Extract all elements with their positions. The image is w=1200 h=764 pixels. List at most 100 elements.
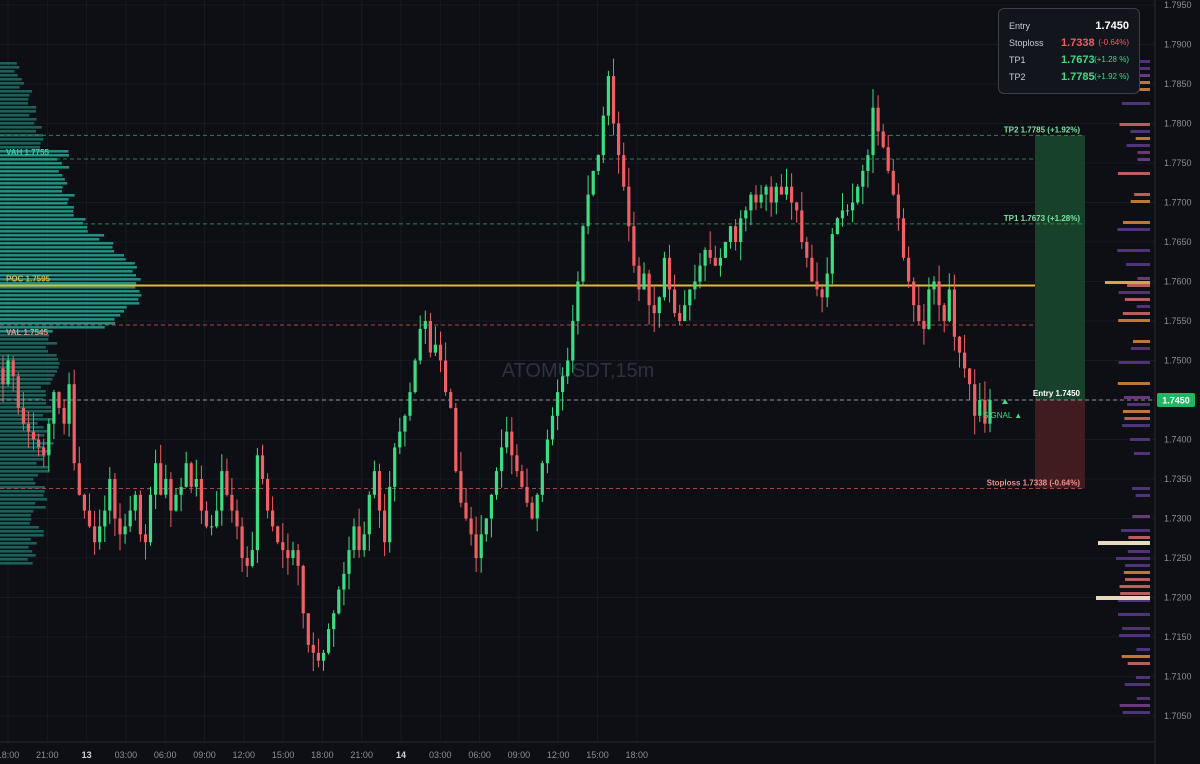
candle-body bbox=[494, 471, 499, 495]
right-profile-bar bbox=[1134, 452, 1150, 455]
right-profile-bar bbox=[1119, 634, 1150, 637]
volume-profile-bar bbox=[0, 518, 32, 521]
candle-body bbox=[388, 486, 392, 543]
volume-profile-bar bbox=[0, 82, 25, 85]
candle-body bbox=[93, 526, 97, 543]
right-profile-bar bbox=[1122, 312, 1150, 315]
volume-profile-bar bbox=[0, 210, 74, 213]
candle-body bbox=[749, 194, 753, 211]
info-stoploss-value: 1.7338 bbox=[1061, 37, 1095, 49]
volume-profile-bar bbox=[0, 562, 33, 565]
volume-profile-bar bbox=[0, 542, 37, 545]
volume-profile-bar bbox=[0, 262, 135, 265]
candle-body bbox=[291, 550, 295, 558]
candle-body bbox=[62, 407, 66, 424]
right-profile-bar bbox=[1132, 487, 1150, 490]
candle-body bbox=[438, 344, 443, 361]
candle-body bbox=[194, 479, 198, 487]
signal-label: SIGNAL ▲ bbox=[983, 411, 1022, 420]
candle-body bbox=[271, 510, 275, 527]
candle-body bbox=[550, 415, 555, 440]
candle-body bbox=[632, 226, 636, 266]
candle-body bbox=[464, 502, 468, 519]
volume-profile-bar bbox=[0, 274, 136, 277]
volume-profile-bar bbox=[0, 498, 47, 501]
candle-body bbox=[225, 471, 229, 495]
level-labels: VAH 1.7755 POC 1.7595 VAL 1.7545 TP2 1.7785… bbox=[6, 125, 1081, 487]
candle-body bbox=[362, 534, 366, 551]
right-profile-bar bbox=[1126, 144, 1150, 147]
volume-profile-bar bbox=[0, 366, 59, 369]
volume-profile-bar bbox=[0, 226, 88, 229]
candle-body bbox=[927, 289, 931, 329]
candle-body bbox=[769, 186, 773, 203]
candle-body bbox=[500, 447, 504, 472]
volume-profile-bar bbox=[0, 202, 68, 205]
volume-profile bbox=[0, 62, 142, 565]
volume-profile-bar bbox=[0, 218, 86, 221]
x-tick-label: 12:00 bbox=[233, 750, 256, 760]
candle-body bbox=[937, 281, 941, 306]
y-tick-label: 1.7250 bbox=[1164, 553, 1192, 563]
candle-body bbox=[576, 281, 580, 321]
candle-body bbox=[479, 534, 483, 558]
candle-body bbox=[876, 107, 880, 132]
volume-profile-bar bbox=[0, 442, 54, 445]
volume-profile-bar bbox=[0, 94, 30, 97]
candle-body bbox=[154, 463, 158, 495]
candle-body bbox=[16, 376, 20, 408]
volume-profile-bar bbox=[0, 190, 62, 193]
candle-body bbox=[596, 155, 600, 171]
candle-body bbox=[805, 242, 809, 258]
candle-body bbox=[337, 589, 341, 614]
right-profile-bar bbox=[1122, 627, 1150, 630]
stoploss-label: Stoploss 1.7338 (-0.64%) bbox=[987, 478, 1081, 487]
volume-profile-bar bbox=[0, 214, 74, 217]
volume-profile-bar bbox=[0, 242, 114, 245]
y-tick-label: 1.7700 bbox=[1164, 198, 1192, 208]
right-profile-bar bbox=[1130, 200, 1150, 203]
candle-body bbox=[678, 313, 682, 321]
candle-body bbox=[810, 257, 814, 282]
volume-profile-bar bbox=[0, 526, 39, 529]
candle-body bbox=[520, 471, 524, 487]
candle-body bbox=[148, 494, 153, 543]
volume-profile-bar bbox=[0, 186, 63, 189]
right-profile-bar bbox=[1127, 403, 1150, 406]
volume-profile-bar bbox=[0, 406, 52, 409]
candle-body bbox=[673, 289, 677, 314]
volume-profile-bar bbox=[0, 154, 69, 157]
candle-body bbox=[556, 392, 560, 416]
right-profile-bar bbox=[1124, 683, 1150, 686]
candle-body bbox=[652, 305, 656, 314]
right-profile-bar bbox=[1118, 613, 1150, 616]
candle-body bbox=[912, 281, 916, 306]
volume-profile-bar bbox=[0, 354, 57, 357]
volume-profile-bar bbox=[0, 126, 42, 129]
info-entry-row: Entry 1.7450 bbox=[1009, 20, 1129, 37]
volume-profile-bar bbox=[0, 358, 58, 361]
right-profile-bar bbox=[1128, 536, 1150, 539]
volume-profile-bar bbox=[0, 534, 44, 537]
candle-body bbox=[98, 526, 102, 543]
volume-profile-bar bbox=[0, 178, 65, 181]
volume-profile-bar bbox=[0, 114, 30, 117]
volume-profile-bar bbox=[0, 462, 37, 465]
volume-profile-bar bbox=[0, 162, 62, 165]
info-tp1-value: 1.7673 bbox=[1061, 54, 1095, 66]
y-tick-label: 1.7500 bbox=[1164, 356, 1192, 366]
candle-body bbox=[601, 115, 605, 156]
candle-body bbox=[764, 186, 768, 195]
candle-body bbox=[545, 439, 549, 464]
candle-body bbox=[428, 321, 432, 353]
y-tick-label: 1.7200 bbox=[1164, 593, 1192, 603]
candle-body bbox=[286, 550, 290, 558]
right-profile-bar bbox=[1116, 557, 1150, 560]
candle-body bbox=[571, 321, 575, 361]
volume-profile-bar bbox=[0, 454, 46, 457]
info-tp1-pct: (+1.28 %) bbox=[1094, 55, 1129, 64]
candle-body bbox=[856, 186, 860, 203]
candle-body bbox=[896, 194, 900, 219]
candle-body bbox=[820, 289, 824, 298]
